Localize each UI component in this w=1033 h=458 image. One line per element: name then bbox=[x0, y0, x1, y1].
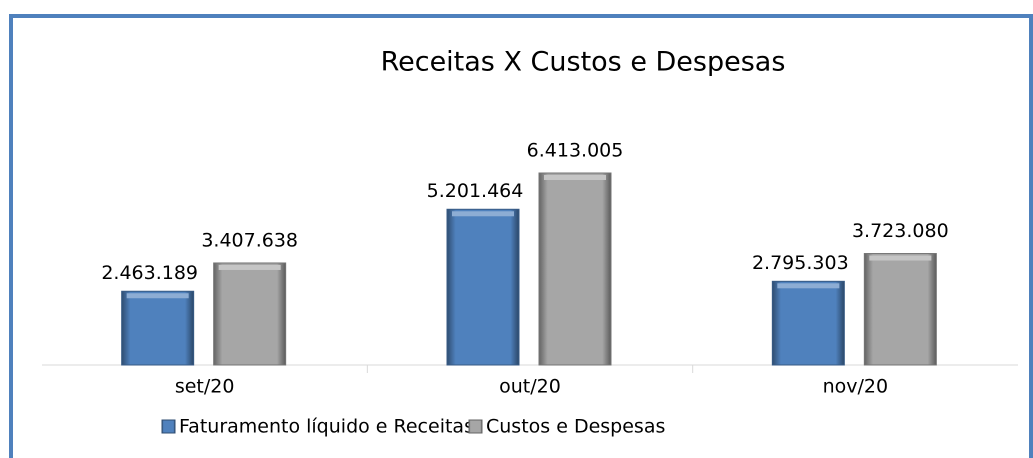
x-tick-label: set/20 bbox=[175, 376, 235, 398]
data-label: 6.413.005 bbox=[527, 140, 624, 162]
x-tick-label: nov/20 bbox=[823, 376, 889, 398]
bar-highlight bbox=[218, 264, 281, 270]
bar bbox=[213, 262, 287, 366]
legend-label: Custos e Despesas bbox=[486, 416, 665, 438]
bar bbox=[121, 290, 195, 366]
bar bbox=[771, 280, 845, 366]
data-label: 2.795.303 bbox=[752, 252, 849, 274]
legend-swatch bbox=[161, 419, 176, 434]
data-label: 3.407.638 bbox=[201, 229, 298, 251]
legend-swatch bbox=[468, 419, 483, 434]
bar-highlight bbox=[544, 175, 606, 180]
bar-highlight bbox=[126, 293, 189, 299]
bar-highlight bbox=[869, 255, 932, 261]
bar bbox=[538, 172, 612, 366]
bar bbox=[446, 208, 520, 366]
data-label: 2.463.189 bbox=[101, 262, 198, 284]
chart-frame bbox=[9, 14, 1033, 458]
legend-label: Faturamento líquido e Receitas bbox=[179, 416, 474, 438]
chart-title: Receitas X Custos e Despesas bbox=[381, 47, 786, 78]
data-label: 5.201.464 bbox=[427, 180, 524, 202]
bar-highlight bbox=[777, 283, 840, 289]
bar bbox=[863, 253, 937, 366]
x-tick-label: out/20 bbox=[499, 376, 561, 398]
data-label: 3.723.080 bbox=[852, 220, 949, 242]
bar-highlight bbox=[452, 211, 514, 217]
